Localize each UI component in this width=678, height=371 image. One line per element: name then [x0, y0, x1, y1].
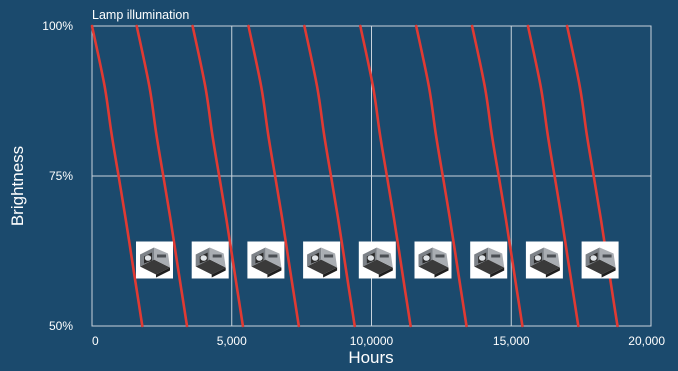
projector-lamp-icon [136, 241, 173, 279]
lamp-connector [324, 254, 334, 258]
lamp-bulb [144, 255, 152, 261]
lamp-base [362, 259, 393, 275]
y-tick-label: 75% [49, 169, 73, 183]
tick-labels: 0 5,000 10,0000 15,000 20,000 50% 75% 100% [42, 19, 665, 348]
y-tick-label: 100% [42, 19, 73, 33]
lamp-base-edge [545, 267, 560, 278]
lamp-base-edge [601, 267, 616, 278]
lamp-base-edge [323, 267, 338, 278]
lamp-connector [157, 254, 166, 258]
lamp-connector [491, 254, 501, 258]
lamp-base [418, 259, 449, 275]
lamp-curve-3 [191, 24, 245, 328]
lamp-base [529, 259, 560, 275]
lamp-curve-9 [526, 24, 580, 328]
lamp-bulb [534, 255, 542, 261]
x-tick-label: 0 [92, 334, 99, 348]
lamp-bulb [367, 255, 374, 261]
lamp-bulb [200, 255, 207, 261]
x-axis-label: Hours [348, 348, 393, 367]
chart-title: Lamp illumination [92, 8, 189, 22]
lamp-base-edge [490, 267, 505, 278]
lamp-connector [212, 254, 222, 258]
lamp-curve-1 [90, 24, 144, 328]
x-tick-label: 10,0000 [350, 334, 394, 348]
lamp-connector [546, 254, 556, 258]
lamp-bulb [423, 255, 430, 261]
curves [90, 24, 619, 328]
projector-lamp-icon [525, 241, 563, 279]
lamp-base [585, 259, 616, 275]
lamp-connector [268, 254, 278, 258]
lamp-base [140, 259, 170, 275]
lamp-bulb [479, 255, 486, 261]
lamp-connector [379, 254, 389, 258]
lamp-curve-7 [414, 24, 468, 328]
projector-lamp-icon [581, 241, 619, 279]
lamp-connector [435, 254, 445, 258]
lamp-bulb [311, 255, 319, 261]
projector-lamp-icon [470, 241, 508, 279]
lamp-base [251, 259, 282, 275]
projector-lamp-icon [358, 241, 396, 279]
projector-lamp-icon [191, 241, 229, 279]
y-axis-label: Brightness [8, 146, 27, 226]
projector-lamp-icon [414, 241, 452, 279]
lamp-curve-6 [359, 24, 412, 328]
lamp-curve-4 [247, 24, 301, 328]
lamp-base-edge [378, 267, 393, 278]
lamp-bulb [256, 255, 263, 261]
projector-lamp-icon [303, 241, 341, 279]
lamp-curve-8 [470, 24, 524, 328]
grid [92, 26, 651, 326]
y-tick-label: 50% [49, 319, 73, 333]
projector-lamp-icon [247, 241, 285, 279]
lamp-base-edge [267, 267, 282, 278]
x-tick-label: 15,000 [493, 334, 530, 348]
lamp-base [195, 259, 226, 275]
lamp-base [307, 259, 338, 275]
lamp-curve-2 [135, 24, 189, 328]
lamp-base-edge [156, 267, 170, 278]
lamp-bulb [590, 255, 597, 261]
lamp-base [474, 259, 505, 275]
lamp-curve-10 [565, 24, 619, 328]
lamp-curve-5 [303, 24, 356, 328]
lamp-base-edge [211, 267, 226, 278]
lamp-base-edge [434, 267, 449, 278]
plot-frame [91, 25, 652, 327]
lamp-connector [602, 254, 612, 258]
x-tick-label: 5,000 [217, 334, 247, 348]
lamp-icons [136, 241, 619, 279]
x-tick-label: 20,000 [628, 334, 665, 348]
